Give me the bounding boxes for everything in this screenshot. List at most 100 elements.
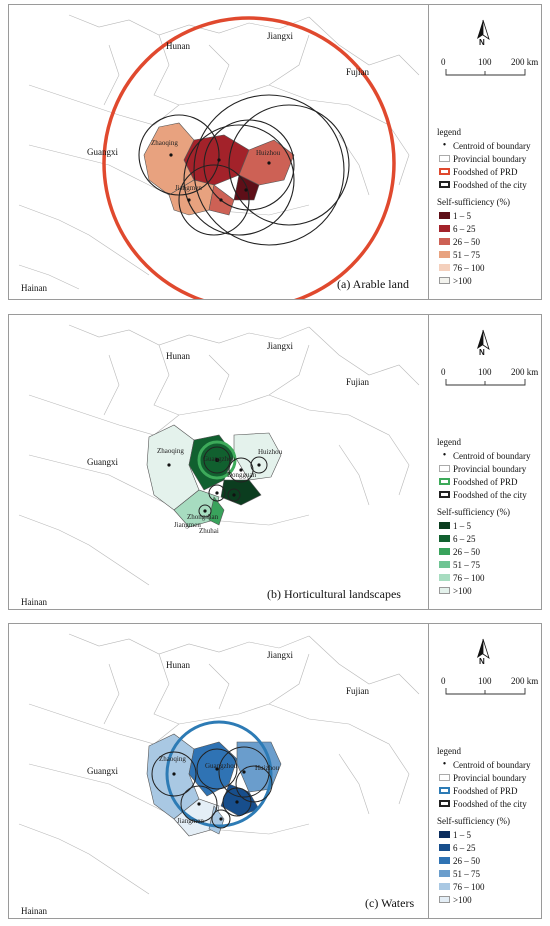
label-fujian: Fujian (346, 67, 370, 77)
foodshed-prd-circle (165, 720, 273, 828)
provincial-boundaries (18, 14, 420, 290)
label-zhaoqing: Zhaoqing (151, 139, 178, 147)
label-hainan: Hainan (21, 906, 47, 916)
legend-class-1: 1 – 5 (439, 829, 471, 840)
legend-centroid: • Centroid of boundary (442, 140, 531, 152)
panel-caption: (b) Horticultural landscapes (267, 587, 401, 601)
north-letter: N (479, 38, 485, 47)
label-jiangmen: Jiangmen (174, 521, 201, 529)
city-foodshed-circles (197, 440, 268, 518)
legend-title: legend (437, 437, 461, 447)
label-huizhou: Huizhou (258, 448, 283, 456)
self-sufficiency-title: Self-sufficiency (%) (437, 816, 511, 826)
label-hainan: Hainan (21, 597, 47, 607)
legend-title: legend (437, 127, 461, 137)
map-area: Hunan Jiangxi Fujian Guangxi Hainan Zhao… (9, 315, 429, 609)
map-panel-horticultural: Hunan Jiangxi Fujian Guangxi Hainan Zhao… (8, 314, 542, 610)
legend-class-5: 76 – 100 (439, 262, 485, 273)
label-hunan: Hunan (166, 351, 190, 361)
centroid-points (167, 458, 261, 513)
legend-column: N 0 100 200 km legend • Centroid of bound… (429, 5, 542, 299)
legend-centroid: • Centroid of boundary (442, 759, 531, 771)
map-area: Hunan Jiangxi Fujian Guangxi Hainan Zhao… (9, 5, 429, 299)
scale-tick-200: 200 km (511, 57, 539, 67)
scale-tick-200: 200 km (511, 676, 539, 686)
scale-tick-100: 100 (478, 57, 492, 67)
label-hunan: Hunan (166, 660, 190, 670)
north-letter: N (479, 348, 485, 357)
label-huizhou: Huizhou (255, 764, 280, 772)
legend-foodshed-prd: Foodshed of PRD (439, 166, 518, 177)
scale-tick-0: 0 (441, 676, 446, 686)
north-arrow-icon (477, 329, 490, 350)
legend-provincial: Provincial boundary (439, 463, 526, 474)
legend-class-2: 6 – 25 (439, 223, 476, 234)
legend-class-6: >100 (439, 275, 472, 286)
label-fujian: Fujian (346, 686, 370, 696)
map-canvas (18, 14, 420, 299)
legend-class-1: 1 – 5 (439, 210, 471, 221)
city-foodshed-circles (151, 746, 273, 829)
label-zhongshan: Zhongshan (187, 513, 219, 521)
scale-tick-100: 100 (478, 367, 492, 377)
scale-tick-100: 100 (478, 676, 492, 686)
self-sufficiency-title: Self-sufficiency (%) (437, 507, 511, 517)
label-jiangmen: Jiangmen (177, 817, 204, 825)
label-jiangxi: Jiangxi (267, 341, 293, 351)
provincial-boundaries (18, 633, 420, 895)
legend-class-4: 51 – 75 (439, 868, 480, 879)
city-foodshed-circles (138, 94, 350, 246)
legend-foodshed-prd: Foodshed of PRD (439, 785, 518, 796)
legend-class-6: >100 (439, 585, 472, 596)
legend-class-1: 1 – 5 (439, 520, 471, 531)
legend-class-5: 76 – 100 (439, 881, 485, 892)
map-panel-arable-land: Hunan Jiangxi Fujian Guangxi Hainan Zhao… (8, 4, 542, 300)
legend-foodshed-city: Foodshed of the city (439, 798, 527, 809)
north-letter: N (479, 657, 485, 666)
legend-column: N 0 100 200 km legend • Centroid of bound… (429, 315, 542, 609)
legend-centroid: • Centroid of boundary (442, 450, 531, 462)
label-hunan: Hunan (166, 41, 190, 51)
map-area: Hunan Jiangxi Fujian Guangxi Hainan Zhao… (9, 624, 429, 918)
legend-class-3: 26 – 50 (439, 855, 480, 866)
legend-class-2: 6 – 25 (439, 842, 476, 853)
legend-class-4: 51 – 75 (439, 559, 480, 570)
legend-class-5: 76 – 100 (439, 572, 485, 583)
legend-provincial: Provincial boundary (439, 772, 526, 783)
centroid-points (169, 153, 271, 202)
legend-column: N 0 100 200 km legend • Centroid of bound… (429, 624, 542, 918)
panel-caption: (a) Arable land (337, 277, 409, 291)
centroid-points (172, 767, 246, 821)
legend-foodshed-city: Foodshed of the city (439, 179, 527, 190)
label-jiangxi: Jiangxi (267, 31, 293, 41)
provincial-boundaries (18, 324, 420, 586)
label-guangzhou: Guangzhou (205, 762, 238, 770)
pearl-river-delta-cities (146, 424, 282, 528)
legend-provincial: Provincial boundary (439, 153, 526, 164)
scale-tick-200: 200 km (511, 367, 539, 377)
self-sufficiency-title: Self-sufficiency (%) (437, 197, 511, 207)
map-canvas (18, 324, 420, 586)
label-zhuhai: Zhuhai (199, 527, 219, 535)
scale-bar: 0 100 200 km (441, 676, 539, 706)
scale-bar: 0 100 200 km (441, 57, 539, 87)
label-fujian: Fujian (346, 377, 370, 387)
panel-caption: (c) Waters (365, 896, 415, 910)
scale-tick-0: 0 (441, 57, 446, 67)
label-dongguan: Dongguan (227, 471, 257, 479)
label-hainan: Hainan (21, 283, 47, 293)
label-zhaoqing: Zhaoqing (159, 755, 186, 763)
legend-class-2: 6 – 25 (439, 533, 476, 544)
north-arrow-icon (477, 19, 490, 40)
scale-bar: 0 100 200 km (441, 367, 539, 397)
label-guangxi: Guangxi (87, 147, 118, 157)
north-arrow-icon (477, 638, 490, 659)
legend-title: legend (437, 746, 461, 756)
label-huizhou: Huizhou (256, 149, 281, 157)
map-canvas (18, 633, 420, 895)
label-guangzhou: Guangzhou (203, 455, 236, 463)
legend-class-3: 26 – 50 (439, 236, 480, 247)
scale-tick-0: 0 (441, 367, 446, 377)
label-jiangmen: Jiangmen (175, 184, 202, 192)
pearl-river-delta-cities (143, 122, 295, 216)
